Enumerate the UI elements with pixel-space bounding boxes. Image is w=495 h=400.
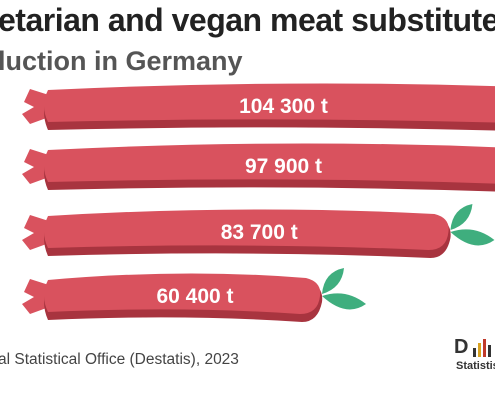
value-label-1: 97 900 t bbox=[245, 155, 322, 178]
chart-title: etarian and vegan meat substitute bbox=[0, 2, 495, 38]
chart-subtitle: luction in Germany bbox=[0, 46, 243, 76]
logo-subtext: Statistisc bbox=[456, 360, 495, 372]
sausage-bar-3: 60 400 t bbox=[22, 268, 366, 322]
sausage-body-0 bbox=[44, 83, 495, 123]
sausage-bar-2: 83 700 t bbox=[22, 204, 495, 258]
sausage-body-1 bbox=[44, 143, 495, 184]
sausage-body-3 bbox=[44, 273, 321, 314]
sausage-body-2 bbox=[44, 209, 449, 250]
sausage-bar-1: 97 900 t bbox=[22, 143, 495, 192]
leaf-icon-bottom-3 bbox=[322, 293, 366, 310]
source-note: al Statistical Office (Destatis), 2023 bbox=[0, 351, 239, 368]
value-label-0: 104 300 t bbox=[239, 95, 328, 118]
destatis-logo: D Statistisc bbox=[454, 336, 495, 376]
value-label-2: 83 700 t bbox=[221, 221, 298, 244]
leaf-icon-top-3 bbox=[322, 268, 344, 294]
logo-bars-icon bbox=[473, 339, 491, 357]
logo-text: D bbox=[454, 336, 469, 358]
leaf-icon-top-2 bbox=[450, 204, 473, 230]
value-label-3: 60 400 t bbox=[156, 285, 233, 308]
sausage-bar-0: 104 300 t bbox=[22, 83, 495, 131]
sausage-bar-chart: 104 300 t 97 900 t 83 700 t 60 400 t bbox=[22, 83, 495, 322]
leaf-icon-bottom-2 bbox=[450, 229, 495, 246]
